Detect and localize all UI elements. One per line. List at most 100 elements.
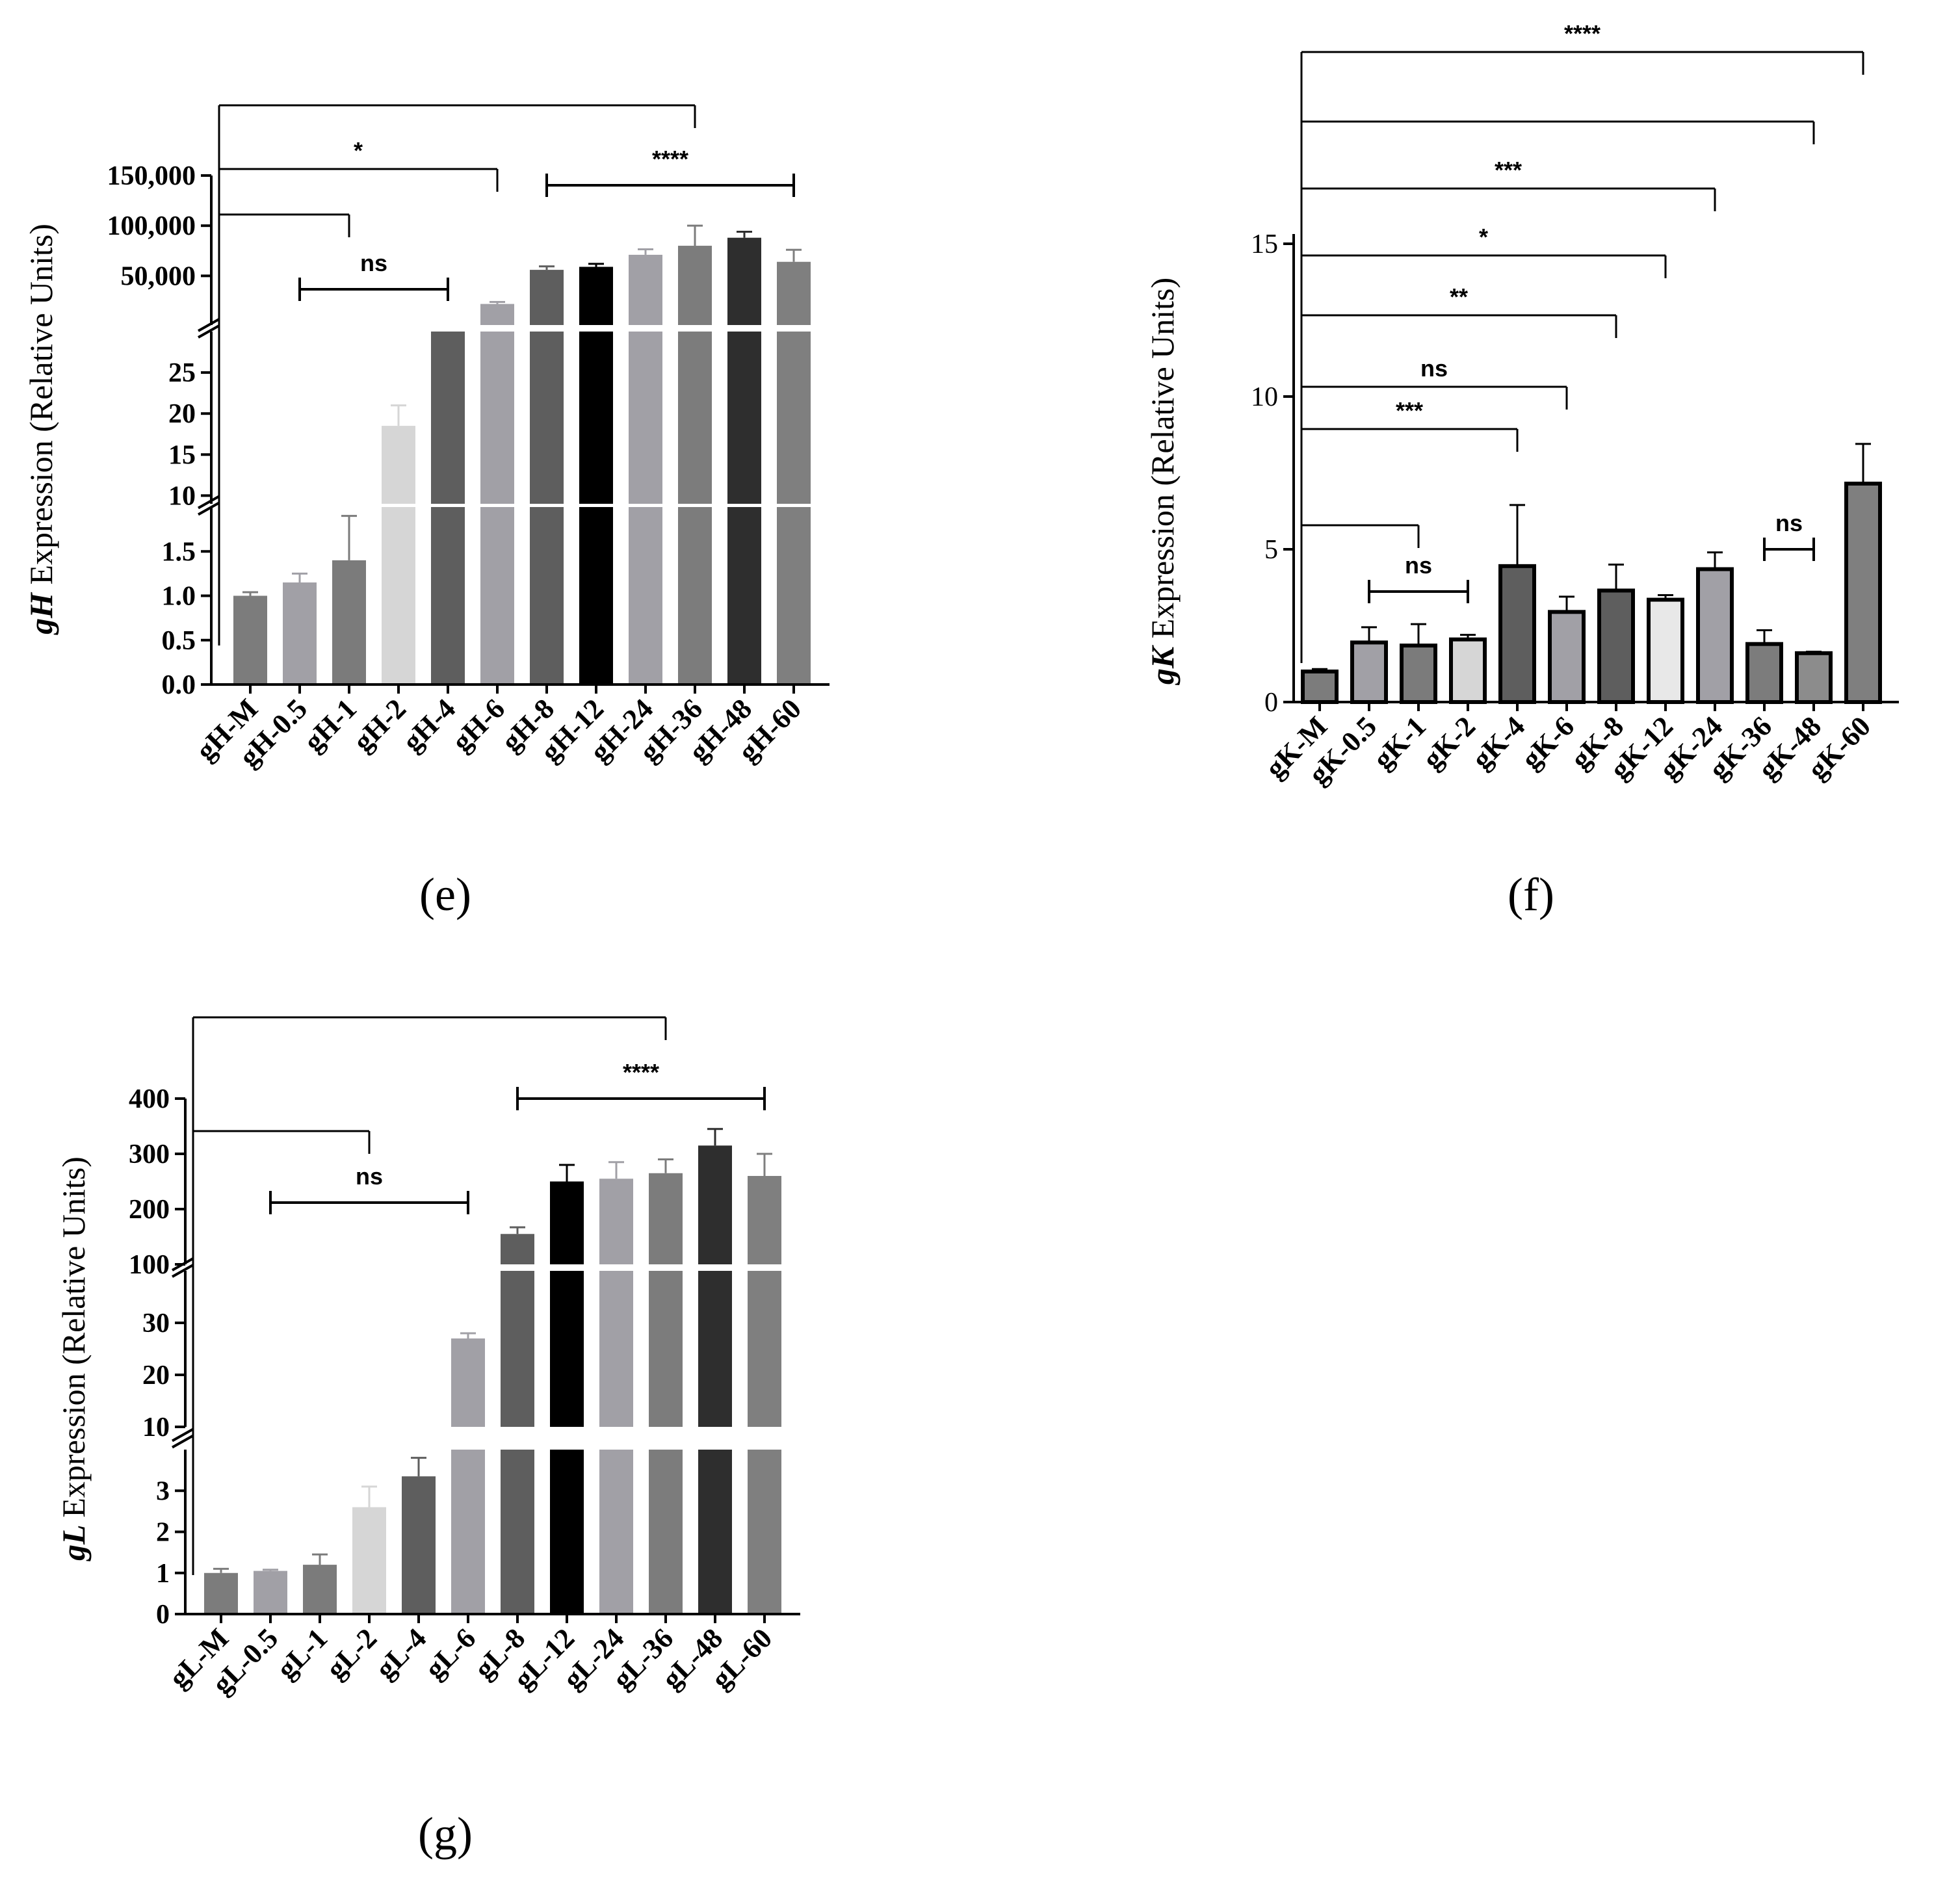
panel-e-x-tick-label: gH-2 bbox=[347, 692, 412, 757]
panel-e-bar bbox=[579, 332, 613, 504]
panel-e-y-tick-label: 50,000 bbox=[121, 261, 196, 291]
panel-f-y-tick-label: 5 bbox=[1264, 535, 1278, 565]
panel-f-sig-label: ** bbox=[1450, 283, 1468, 310]
panel-g-bar bbox=[649, 1450, 683, 1614]
panel-g-y-tick-label: 300 bbox=[129, 1140, 170, 1169]
panel-e-bar bbox=[530, 332, 564, 504]
panel-e-bar bbox=[233, 595, 267, 685]
panel-e-bar bbox=[579, 267, 613, 325]
panel-e-y-tick-label: 10 bbox=[168, 481, 196, 511]
panel-f-y-axis-label: gK Expression (Relative Units) bbox=[1144, 278, 1181, 685]
panel-g-y-tick-label: 30 bbox=[142, 1309, 170, 1338]
panel-f-bar bbox=[1647, 597, 1684, 704]
panel-g-bar bbox=[254, 1571, 287, 1614]
panel-g-y-tick-label: 0 bbox=[156, 1600, 170, 1630]
panel-e-bar bbox=[480, 332, 514, 504]
panel-e-chart: gH Expression (Relative Units) 0.0 0.5 1.0 1… bbox=[23, 104, 830, 773]
panel-e-y-axis-label: gH Expression (Relative Units) bbox=[23, 224, 59, 635]
panel-g-y-tick-label: 3 bbox=[156, 1476, 170, 1506]
panel-f-y-tick-label: 10 bbox=[1251, 382, 1278, 412]
panel-e-bar bbox=[431, 332, 465, 504]
panel-e-bar bbox=[480, 507, 514, 685]
panel-e-bar bbox=[530, 507, 564, 685]
panel-g-axis-break-mark bbox=[172, 1434, 194, 1449]
panel-e-x-tick-label: gH-1 bbox=[298, 692, 363, 757]
panel-e-bar bbox=[480, 304, 514, 325]
panel-g-bar bbox=[550, 1271, 584, 1427]
panel-e-axis-break-mark bbox=[198, 318, 220, 332]
panel-e-bar bbox=[382, 507, 415, 685]
panel-e-y-tick-label: 0.5 bbox=[162, 626, 196, 656]
panel-f-sig-label: *** bbox=[1495, 157, 1522, 183]
panel-g-y-tick-label: 100 bbox=[129, 1250, 170, 1280]
panel-g-bar bbox=[550, 1181, 584, 1264]
panel-g-bar bbox=[649, 1271, 683, 1427]
panel-g-bar bbox=[501, 1271, 534, 1427]
panel-e-bar bbox=[629, 507, 662, 685]
panel-e-y-tick-label: 150,000 bbox=[107, 161, 196, 191]
panel-e-bar bbox=[332, 560, 366, 685]
panel-e-x-tick-label: gH-6 bbox=[446, 692, 511, 757]
panel-e-bar bbox=[777, 332, 811, 504]
panel-f-sig-label: ns bbox=[1775, 510, 1803, 536]
panel-g-axis-break-mark bbox=[172, 1428, 194, 1442]
panel-g-bar bbox=[649, 1173, 683, 1264]
panel-g-axis-break-mark bbox=[172, 1264, 194, 1278]
panel-g-bar bbox=[748, 1176, 781, 1264]
panel-g-x-tick-label: gL-6 bbox=[419, 1622, 482, 1685]
panel-g-y-tick-label: 1 bbox=[156, 1559, 170, 1589]
panel-e-y-tick-label: 1.0 bbox=[162, 582, 196, 612]
panel-f-x-tick-label: gK-6 bbox=[1515, 710, 1580, 775]
panel-e-y-tick-label: 25 bbox=[168, 358, 196, 388]
panel-e-bar bbox=[727, 237, 761, 325]
panel-g-x-tick-label: gL-2 bbox=[320, 1622, 383, 1685]
panel-f-sig-label: *** bbox=[1396, 397, 1423, 424]
panel-g-y-tick-label: 400 bbox=[129, 1084, 170, 1114]
panel-g-bar bbox=[599, 1271, 633, 1427]
panel-g-bar bbox=[204, 1572, 238, 1614]
panel-f-label: (f) bbox=[1508, 868, 1554, 920]
panel-e-y-tick-label: 20 bbox=[168, 399, 196, 429]
panel-g-bar bbox=[303, 1565, 337, 1614]
panel-e-axis-break-mark bbox=[198, 495, 220, 510]
panel-e-bar bbox=[629, 332, 662, 504]
panel-f-y-tick-label: 15 bbox=[1251, 229, 1278, 259]
panel-e-bar bbox=[431, 507, 465, 685]
panel-g-chart: gL Expression (Relative Units) 0 1 2 3 10 20 30… bbox=[55, 1016, 800, 1701]
panel-e-bar bbox=[777, 261, 811, 325]
panel-f-chart: gK Expression (Relative Units)051015gK-M… bbox=[1144, 20, 1899, 790]
panel-e-bar bbox=[777, 507, 811, 685]
panel-f-bar bbox=[1795, 651, 1833, 704]
panel-f-sig-label: ns bbox=[1420, 355, 1448, 382]
panel-e-sig-label: **** bbox=[652, 146, 688, 172]
panel-g-bar bbox=[698, 1271, 732, 1427]
panel-g-y-axis-label: gL Expression (Relative Units) bbox=[55, 1156, 92, 1561]
panel-f-sig-label: * bbox=[1479, 224, 1488, 250]
panel-g-bar bbox=[748, 1271, 781, 1427]
panel-g-y-tick-label: 10 bbox=[142, 1413, 170, 1442]
panel-g-y-tick-label: 20 bbox=[142, 1361, 170, 1390]
panel-e-bar bbox=[678, 507, 712, 685]
panel-e-bar bbox=[530, 270, 564, 325]
panel-g-x-tick-label: gL-4 bbox=[369, 1622, 432, 1685]
panel-g-bar bbox=[698, 1145, 732, 1264]
panel-f-bar bbox=[1400, 644, 1437, 704]
panel-e-bar bbox=[579, 507, 613, 685]
panel-g-bar bbox=[550, 1450, 584, 1614]
panel-f-bar bbox=[1745, 642, 1783, 705]
panel-g-bar bbox=[599, 1179, 633, 1264]
panel-g-bar bbox=[501, 1450, 534, 1614]
panel-e-x-tick-label: gH-4 bbox=[397, 692, 462, 757]
panel-g-x-tick-label: gL-1 bbox=[270, 1622, 333, 1685]
panel-f-bar bbox=[1597, 588, 1635, 705]
panel-f-bar bbox=[1548, 610, 1586, 704]
panel-e-label: (e) bbox=[419, 868, 471, 920]
panel-e-y-tick-label: 1.5 bbox=[162, 537, 196, 567]
panel-g-bar bbox=[352, 1507, 386, 1614]
panel-e-bar bbox=[678, 246, 712, 325]
panel-e-y-tick-label: 15 bbox=[168, 440, 196, 470]
panel-f-y-tick-label: 0 bbox=[1264, 688, 1278, 718]
panel-e-bar bbox=[727, 507, 761, 685]
panel-f-sig-label: ns bbox=[1405, 552, 1432, 579]
